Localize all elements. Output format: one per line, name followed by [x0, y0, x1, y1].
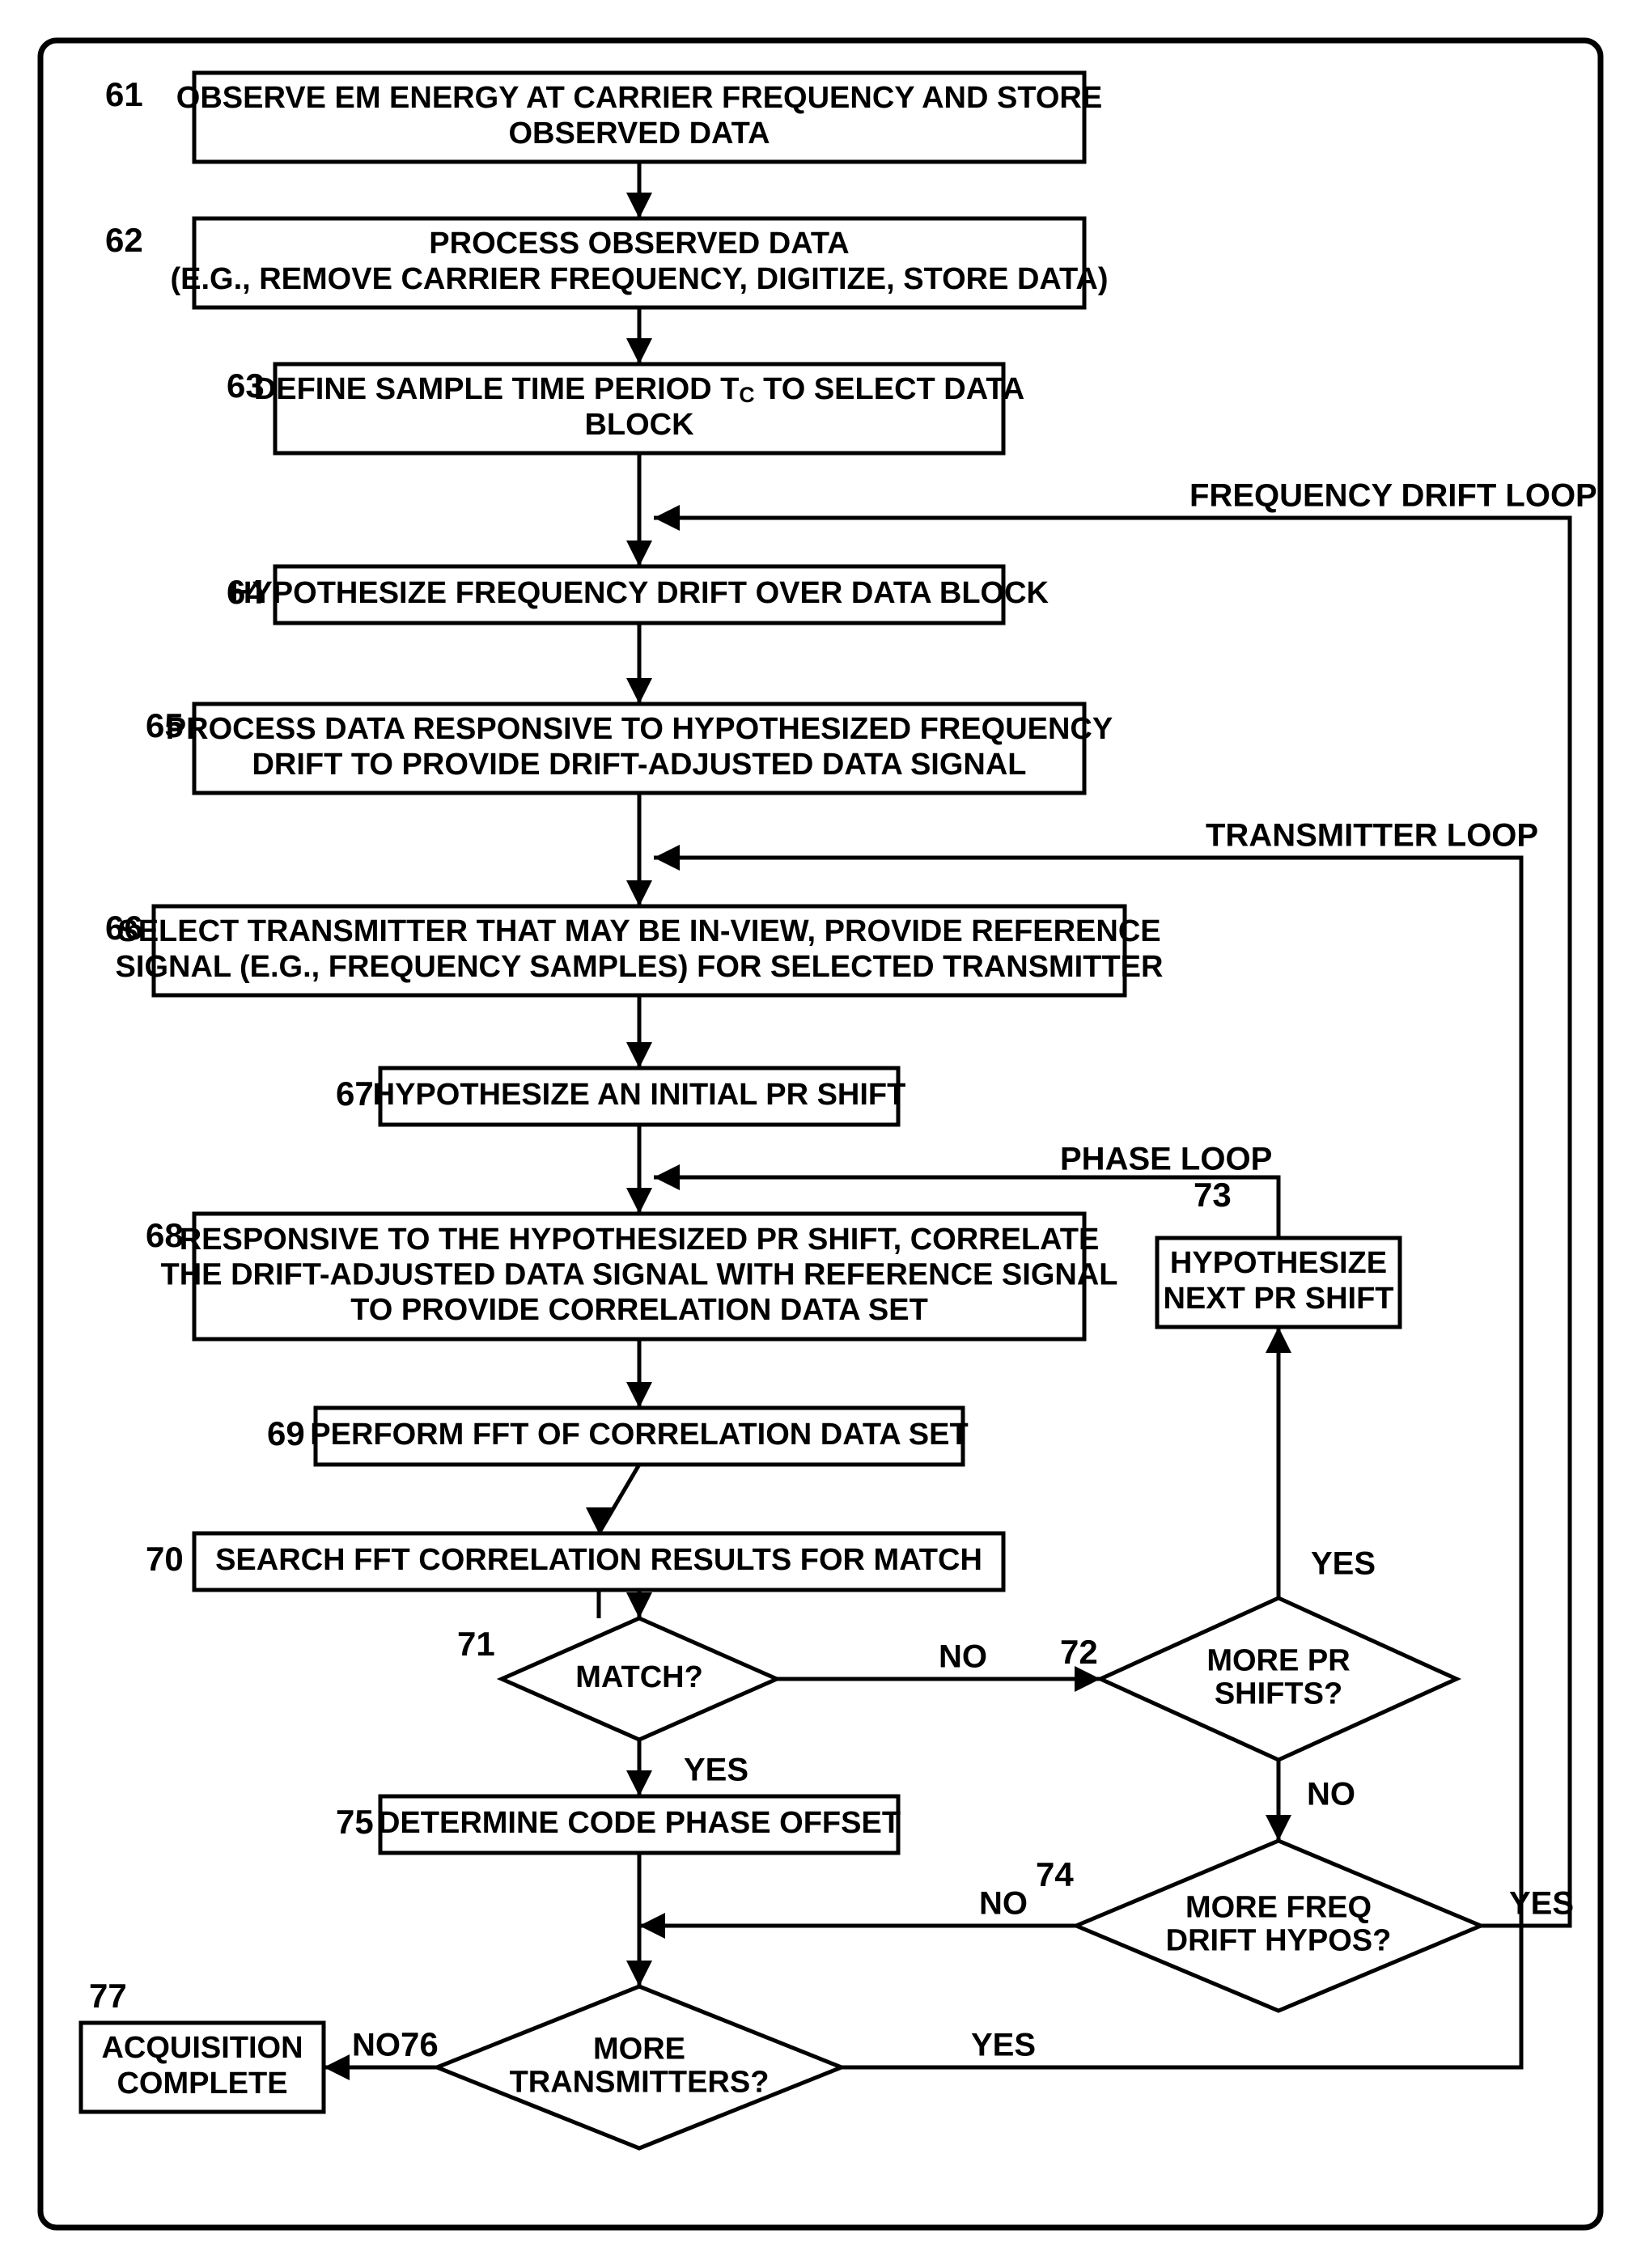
flowchart-root: OBSERVE EM ENERGY AT CARRIER FREQUENCY A…	[0, 0, 1641, 2268]
node-77: ACQUISITIONCOMPLETE	[81, 2023, 324, 2112]
node-66: SELECT TRANSMITTER THAT MAY BE IN-VIEW, …	[116, 906, 1164, 995]
svg-text:YES: YES	[1509, 1886, 1574, 1922]
svg-text:DETERMINE CODE PHASE OFFSET: DETERMINE CODE PHASE OFFSET	[378, 1806, 901, 1840]
svg-text:71: 71	[457, 1625, 495, 1663]
svg-text:PROCESS OBSERVED DATA: PROCESS OBSERVED DATA	[429, 227, 849, 261]
node-74: MORE FREQDRIFT HYPOS?	[1076, 1841, 1481, 2011]
svg-text:MORE PR: MORE PR	[1206, 1643, 1350, 1677]
node-68: RESPONSIVE TO THE HYPOTHESIZED PR SHIFT,…	[161, 1214, 1118, 1339]
svg-text:PHASE LOOP: PHASE LOOP	[1060, 1142, 1272, 1177]
svg-text:63: 63	[227, 367, 265, 405]
svg-text:73: 73	[1194, 1176, 1232, 1214]
nodes-layer: OBSERVE EM ENERGY AT CARRIER FREQUENCY A…	[81, 73, 1481, 2148]
svg-text:HYPOTHESIZE: HYPOTHESIZE	[1170, 1246, 1387, 1280]
svg-text:MORE FREQ: MORE FREQ	[1185, 1890, 1372, 1924]
svg-text:62: 62	[105, 221, 143, 259]
svg-text:ACQUISITION: ACQUISITION	[101, 2031, 303, 2065]
node-62: PROCESS OBSERVED DATA(E.G., REMOVE CARRI…	[170, 218, 1108, 307]
node-63: DEFINE SAMPLE TIME PERIOD TC TO SELECT D…	[254, 364, 1024, 453]
svg-text:NO: NO	[979, 1886, 1028, 1922]
node-61: OBSERVE EM ENERGY AT CARRIER FREQUENCY A…	[176, 73, 1102, 162]
svg-text:SEARCH FFT CORRELATION RESULTS: SEARCH FFT CORRELATION RESULTS FOR MATCH	[215, 1543, 982, 1577]
svg-text:NO: NO	[939, 1639, 987, 1675]
svg-text:RESPONSIVE TO THE HYPOTHESIZED: RESPONSIVE TO THE HYPOTHESIZED PR SHIFT,…	[180, 1223, 1100, 1257]
svg-text:77: 77	[89, 1977, 127, 2015]
svg-text:72: 72	[1060, 1633, 1098, 1671]
node-71: MATCH?	[502, 1618, 777, 1740]
svg-text:(E.G., REMOVE CARRIER FREQUENC: (E.G., REMOVE CARRIER FREQUENCY, DIGITIZ…	[170, 262, 1108, 296]
svg-text:OBSERVE EM ENERGY AT CARRIER: OBSERVE EM ENERGY AT CARRIER FREQUENCY A…	[176, 81, 1102, 115]
svg-text:64: 64	[227, 573, 265, 611]
node-70: SEARCH FFT CORRELATION RESULTS FOR MATCH	[194, 1533, 1003, 1590]
svg-text:SELECT TRANSMITTER THAT MAY BE: SELECT TRANSMITTER THAT MAY BE IN-VIEW, …	[117, 914, 1160, 948]
svg-text:DRIFT HYPOS?: DRIFT HYPOS?	[1166, 1924, 1392, 1958]
node-64: HYPOTHESIZE FREQUENCY DRIFT OVER DATA BL…	[230, 566, 1049, 623]
svg-text:66: 66	[105, 909, 143, 947]
svg-text:OBSERVED DATA: OBSERVED DATA	[508, 117, 770, 150]
node-67: HYPOTHESIZE AN INITIAL PR SHIFT	[373, 1068, 906, 1125]
node-76: MORETRANSMITTERS?	[437, 1986, 842, 2148]
svg-text:BLOCK: BLOCK	[584, 408, 694, 442]
svg-text:FREQUENCY DRIFT LOOP: FREQUENCY DRIFT LOOP	[1189, 478, 1597, 514]
svg-text:NO: NO	[1307, 1777, 1355, 1812]
svg-text:YES: YES	[684, 1753, 748, 1788]
svg-text:69: 69	[267, 1414, 305, 1452]
node-69: PERFORM FFT OF CORRELATION DATA SET	[310, 1408, 968, 1465]
svg-text:SHIFTS?: SHIFTS?	[1215, 1677, 1342, 1711]
svg-text:THE DRIFT-ADJUSTED DATA SIGNAL: THE DRIFT-ADJUSTED DATA SIGNAL WITH REFE…	[161, 1258, 1118, 1292]
svg-text:SIGNAL (E.G., FREQUENCY SAMPLE: SIGNAL (E.G., FREQUENCY SAMPLES) FOR SEL…	[116, 950, 1164, 984]
node-75: DETERMINE CODE PHASE OFFSET	[378, 1796, 901, 1853]
svg-text:70: 70	[146, 1540, 184, 1578]
node-73: HYPOTHESIZENEXT PR SHIFT	[1157, 1238, 1400, 1327]
svg-text:75: 75	[336, 1803, 374, 1841]
svg-text:MORE: MORE	[593, 2032, 685, 2066]
svg-text:68: 68	[146, 1216, 184, 1254]
svg-text:74: 74	[1036, 1855, 1074, 1893]
svg-text:TO PROVIDE CORRELATION DATA SE: TO PROVIDE CORRELATION DATA SET	[350, 1293, 928, 1327]
svg-text:65: 65	[146, 706, 184, 744]
svg-text:PERFORM FFT OF CORRELATION DA: PERFORM FFT OF CORRELATION DATA SET	[310, 1418, 968, 1452]
svg-text:TRANSMITTERS?: TRANSMITTERS?	[510, 2066, 770, 2100]
svg-text:DRIFT TO PROVIDE DRIFT-ADJUSTE: DRIFT TO PROVIDE DRIFT-ADJUSTED DATA SIG…	[252, 748, 1026, 782]
svg-text:NEXT PR SHIFT: NEXT PR SHIFT	[1163, 1282, 1393, 1316]
svg-text:PROCESS DATA RESPONSIVE TO HYP: PROCESS DATA RESPONSIVE TO HYPOTHESIZED …	[166, 712, 1113, 746]
svg-text:61: 61	[105, 75, 143, 113]
svg-text:76: 76	[401, 2025, 439, 2063]
svg-text:DEFINE SAMPLE TIME PERIOD TC T: DEFINE SAMPLE TIME PERIOD TC TO SELECT D…	[254, 372, 1024, 407]
svg-text:COMPLETE: COMPLETE	[117, 2067, 287, 2101]
node-72: MORE PRSHIFTS?	[1100, 1598, 1457, 1760]
svg-text:TRANSMITTER LOOP: TRANSMITTER LOOP	[1206, 818, 1538, 854]
svg-text:YES: YES	[971, 2028, 1036, 2063]
svg-text:HYPOTHESIZE FREQUENCY DRIFT OV: HYPOTHESIZE FREQUENCY DRIFT OVER DATA BL…	[230, 576, 1049, 610]
node-65: PROCESS DATA RESPONSIVE TO HYPOTHESIZED …	[166, 704, 1113, 793]
svg-text:NO: NO	[352, 2028, 401, 2063]
svg-text:YES: YES	[1311, 1546, 1376, 1582]
svg-text:MATCH?: MATCH?	[575, 1660, 703, 1694]
svg-text:67: 67	[336, 1075, 374, 1113]
svg-text:HYPOTHESIZE AN INITIAL PR SHIF: HYPOTHESIZE AN INITIAL PR SHIFT	[373, 1078, 906, 1112]
